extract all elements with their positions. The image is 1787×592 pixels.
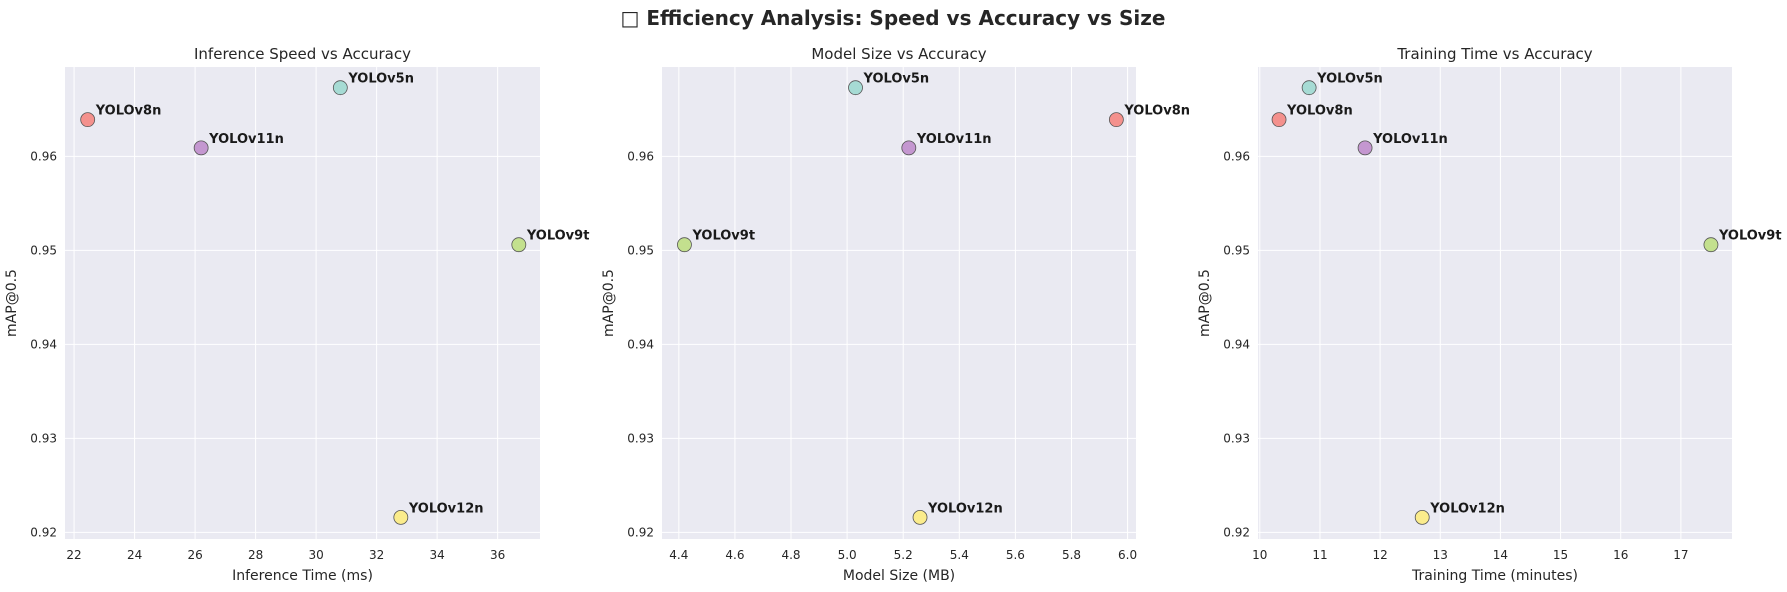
x-tick-label: 17	[1673, 548, 1688, 562]
figure-suptitle: □ Efficiency Analysis: Speed vs Accuracy…	[621, 6, 1166, 30]
x-tick-label: 4.6	[725, 548, 744, 562]
scatter-point	[332, 80, 348, 96]
point-label: YOLOv5n	[863, 72, 930, 87]
y-tick-label: 0.94	[30, 337, 57, 351]
scatter-point	[1301, 80, 1317, 96]
scatter-panel-model-size: 4.4 4.6 4.8 5.0 5.2 5.4 5.6 5.8 6.0 0.92 0.93 0.94 0…	[601, 45, 1190, 584]
panel-title: Training Time vs Accuracy	[1396, 45, 1592, 63]
point-label: YOLOv8n	[95, 104, 162, 119]
x-tick-label: 30	[308, 548, 323, 562]
y-tick-label: 0.96	[627, 149, 654, 163]
x-tick-label: 28	[248, 548, 263, 562]
y-tick-label: 0.94	[1223, 337, 1250, 351]
scatter-point	[912, 509, 928, 525]
x-tick-label: 13	[1433, 548, 1448, 562]
y-axis-label: mAP@0.5	[1197, 269, 1213, 337]
scatter-point	[848, 80, 863, 96]
scatter-point	[393, 509, 409, 525]
scatter-point	[80, 112, 96, 128]
y-tick-label: 0.96	[1223, 149, 1250, 163]
x-tick-label: 5.4	[950, 548, 969, 562]
point-label: YOLOv11n	[208, 132, 284, 147]
x-tick-label: 14	[1493, 548, 1508, 562]
x-tick-label: 34	[429, 548, 444, 562]
x-tick-label: 16	[1613, 548, 1628, 562]
x-tick-label: 12	[1372, 548, 1387, 562]
scatter-point	[1703, 237, 1719, 253]
x-tick-label: 4.8	[781, 548, 800, 562]
x-axis-label: Model Size (MB)	[843, 568, 955, 584]
scatter-point	[901, 140, 917, 156]
x-tick-label: 6.0	[1118, 548, 1137, 562]
x-tick-label: 24	[127, 548, 142, 562]
scatter-point	[1357, 140, 1373, 156]
x-tick-label: 5.8	[1062, 548, 1081, 562]
y-axis-label: mAP@0.5	[4, 269, 20, 337]
x-tick-label: 36	[490, 548, 505, 562]
x-tick-label: 15	[1553, 548, 1568, 562]
panel-title: Model Size vs Accuracy	[811, 45, 986, 63]
y-tick-label: 0.93	[627, 431, 654, 445]
x-tick-label: 10	[1252, 548, 1267, 562]
y-tick-label: 0.93	[1223, 431, 1250, 445]
x-axis-label: Training Time (minutes)	[1411, 568, 1578, 584]
point-label: YOLOv5n	[1316, 72, 1383, 87]
x-tick-label: 22	[66, 548, 81, 562]
scatter-point	[1108, 112, 1124, 128]
point-label: YOLOv12n	[408, 501, 484, 516]
y-tick-label: 0.96	[30, 149, 57, 163]
y-tick-label: 0.92	[30, 525, 57, 539]
panel-title: Inference Speed vs Accuracy	[194, 45, 411, 63]
x-tick-label: 4.4	[669, 548, 688, 562]
y-tick-label: 0.92	[627, 525, 654, 539]
point-label: YOLOv9t	[526, 229, 590, 244]
y-tick-label: 0.92	[1223, 525, 1250, 539]
point-label: YOLOv12n	[927, 501, 1003, 516]
scatter-point	[1271, 112, 1287, 128]
point-label: YOLOv8n	[1123, 104, 1190, 119]
plot-area	[65, 67, 540, 539]
point-label: YOLOv5n	[347, 72, 414, 87]
y-tick-label: 0.94	[627, 337, 654, 351]
y-tick-label: 0.95	[627, 243, 654, 257]
scatter-point	[1414, 509, 1430, 525]
x-tick-label: 26	[187, 548, 202, 562]
point-label: YOLOv11n	[1372, 132, 1448, 147]
x-tick-label: 5.2	[894, 548, 913, 562]
scatter-point	[511, 237, 527, 253]
point-label: YOLOv12n	[1429, 501, 1505, 516]
x-tick-label: 11	[1312, 548, 1327, 562]
x-axis-label: Inference Time (ms)	[232, 568, 373, 584]
y-tick-label: 0.95	[30, 243, 57, 257]
scatter-panel-inference-speed: 22 24 26 28 30 32 34 36 0.92 0.93 0.94 0.95 0.96 Infe…	[4, 45, 589, 584]
plot-area	[662, 67, 1136, 539]
y-axis-label: mAP@0.5	[601, 269, 617, 337]
scatter-point	[193, 140, 209, 156]
x-tick-label: 5.6	[1006, 548, 1025, 562]
x-tick-label: 5.0	[838, 548, 857, 562]
point-label: YOLOv11n	[916, 132, 992, 147]
y-tick-label: 0.93	[30, 431, 57, 445]
x-tick-label: 32	[369, 548, 384, 562]
scatter-panel-training-time: 10 11 12 13 14 15 16 17 0.92 0.93 0.94 0.95 0.96 Trai…	[1197, 45, 1782, 584]
plot-area	[1258, 67, 1732, 539]
y-tick-label: 0.95	[1223, 243, 1250, 257]
point-label: YOLOv8n	[1286, 104, 1353, 119]
scatter-point	[677, 237, 692, 253]
point-label: YOLOv9t	[1718, 229, 1782, 244]
point-label: YOLOv9t	[691, 229, 755, 244]
